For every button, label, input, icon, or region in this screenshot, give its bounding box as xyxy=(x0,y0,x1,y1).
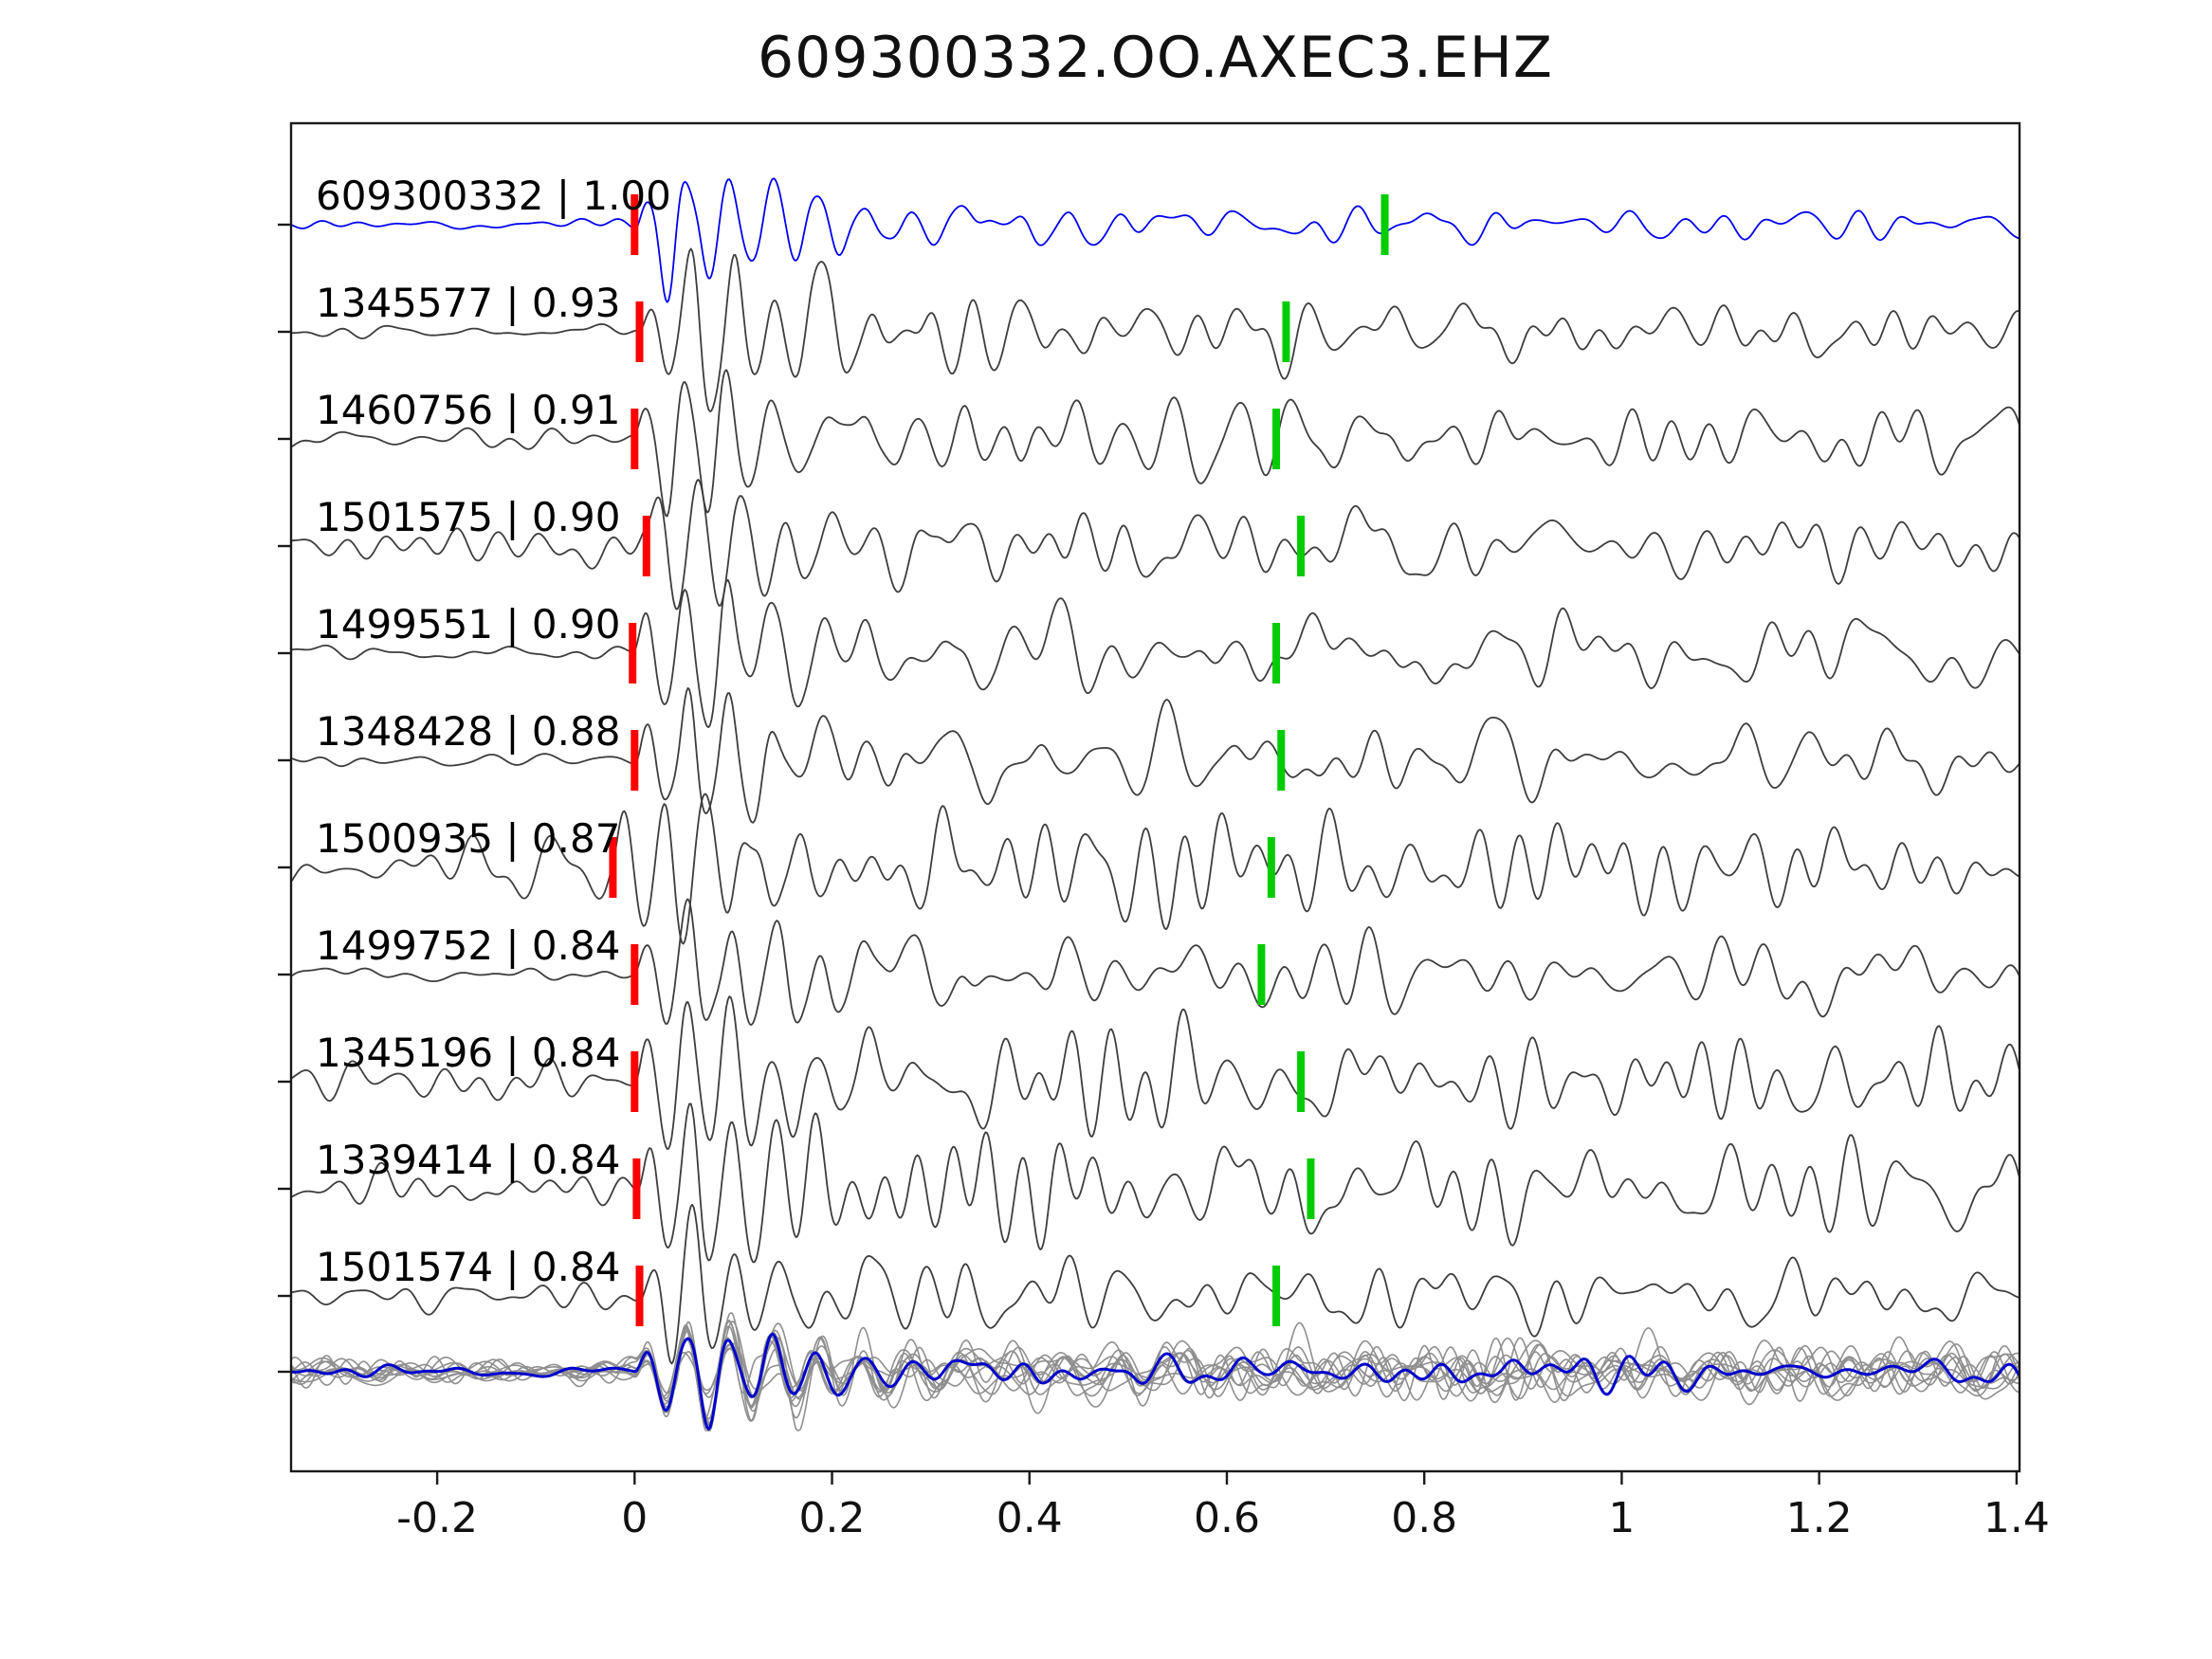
trace-label: 1345577 | 0.93 xyxy=(316,280,620,326)
waveform-trace-1501574 xyxy=(291,1203,2020,1365)
trace-label: 1345196 | 0.84 xyxy=(316,1030,620,1076)
stack-overlay-trace xyxy=(290,1329,2020,1431)
x-tick-label: -0.2 xyxy=(396,1494,478,1542)
x-tick-label: 0.8 xyxy=(1391,1494,1457,1542)
trace-label: 1499551 | 0.90 xyxy=(316,601,620,647)
waveform-trace-609300332 xyxy=(290,177,2020,303)
waveform-trace-1499551 xyxy=(290,578,2020,728)
trace-label: 1500935 | 0.87 xyxy=(316,815,620,862)
stack-overlay-trace xyxy=(290,1322,2020,1424)
waveform-trace-1345196 xyxy=(290,995,2020,1150)
waveform-trace-1500935 xyxy=(290,793,2020,945)
trace-label: 609300332 | 1.00 xyxy=(316,173,671,219)
x-tick-label: 0 xyxy=(621,1494,648,1542)
trace-label: 1348428 | 0.88 xyxy=(316,708,620,755)
trace-label: 1499752 | 0.84 xyxy=(316,922,620,969)
x-tick-label: 1.2 xyxy=(1786,1494,1853,1542)
x-tick-label: 1 xyxy=(1608,1494,1635,1542)
waveform-trace-1460756 xyxy=(290,369,2020,518)
chart-title: 609300332.OO.AXEC3.EHZ xyxy=(757,25,1554,91)
stack-overlay-trace xyxy=(290,1321,2020,1422)
x-tick-label: 0.6 xyxy=(1194,1494,1260,1542)
trace-label: 1501575 | 0.90 xyxy=(316,494,620,540)
waveform-trace-1339414 xyxy=(290,1103,2020,1264)
x-tick-label: 0.4 xyxy=(996,1494,1063,1542)
waveform-trace-1499752 xyxy=(290,898,2020,1026)
stack-overlay-trace xyxy=(290,1312,2020,1431)
trace-label: 1501574 | 0.84 xyxy=(316,1244,620,1290)
trace-label: 1460756 | 0.91 xyxy=(316,387,620,433)
stack-overlay-trace xyxy=(290,1322,2020,1426)
x-tick-label: 1.4 xyxy=(1983,1494,2050,1542)
waveform-trace-1348428 xyxy=(290,686,2020,824)
trace-label: 1339414 | 0.84 xyxy=(316,1137,620,1183)
waveform-trace-1345577 xyxy=(290,247,2020,412)
stack-mean-trace xyxy=(290,1332,2020,1431)
plot-border xyxy=(289,121,2021,1473)
waveform-trace-1501575 xyxy=(290,479,2020,611)
x-tick-label: 0.2 xyxy=(799,1494,866,1542)
